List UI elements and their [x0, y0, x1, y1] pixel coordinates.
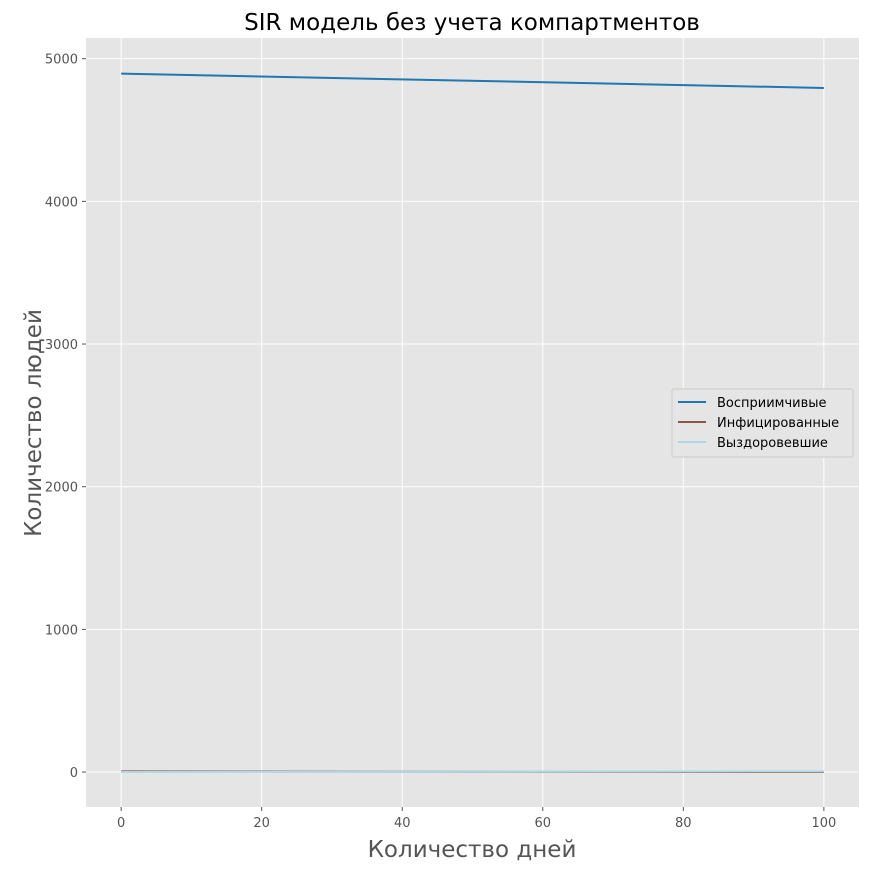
legend-label: Восприимчивые	[717, 396, 827, 411]
x-tick-label: 20	[253, 816, 270, 831]
x-tick-labels: 0 20 40 60 80 100	[117, 807, 836, 831]
chart-title: SIR модель без учета компартментов	[244, 10, 700, 36]
x-tick-label: 60	[534, 816, 551, 831]
legend-label: Выздоровевшие	[717, 436, 828, 451]
grid	[86, 38, 859, 807]
x-tick-label: 100	[811, 816, 836, 831]
legend-box	[671, 388, 854, 458]
series-line	[121, 72, 824, 89]
y-axis-label: Количество людей	[21, 309, 47, 537]
x-tick-label: 80	[675, 816, 692, 831]
y-tick-label: 3000	[45, 338, 78, 353]
legend: Восприимчивые Инфицированные Выздоровевшие	[671, 388, 854, 458]
y-tick-label: 5000	[45, 53, 78, 68]
x-tick-label: 0	[117, 816, 125, 831]
x-tick-label: 40	[394, 816, 411, 831]
series-lines	[121, 72, 824, 774]
y-tick-labels: 0 1000 2000 3000 4000 5000	[45, 53, 86, 781]
y-tick-label: 1000	[45, 623, 78, 638]
y-tick-label: 0	[70, 766, 78, 781]
x-axis-label: Количество дней	[368, 837, 577, 863]
legend-label: Инфицированные	[717, 416, 839, 431]
series-line	[121, 770, 824, 774]
y-tick-label: 4000	[45, 195, 78, 210]
y-tick-label: 2000	[45, 481, 78, 496]
